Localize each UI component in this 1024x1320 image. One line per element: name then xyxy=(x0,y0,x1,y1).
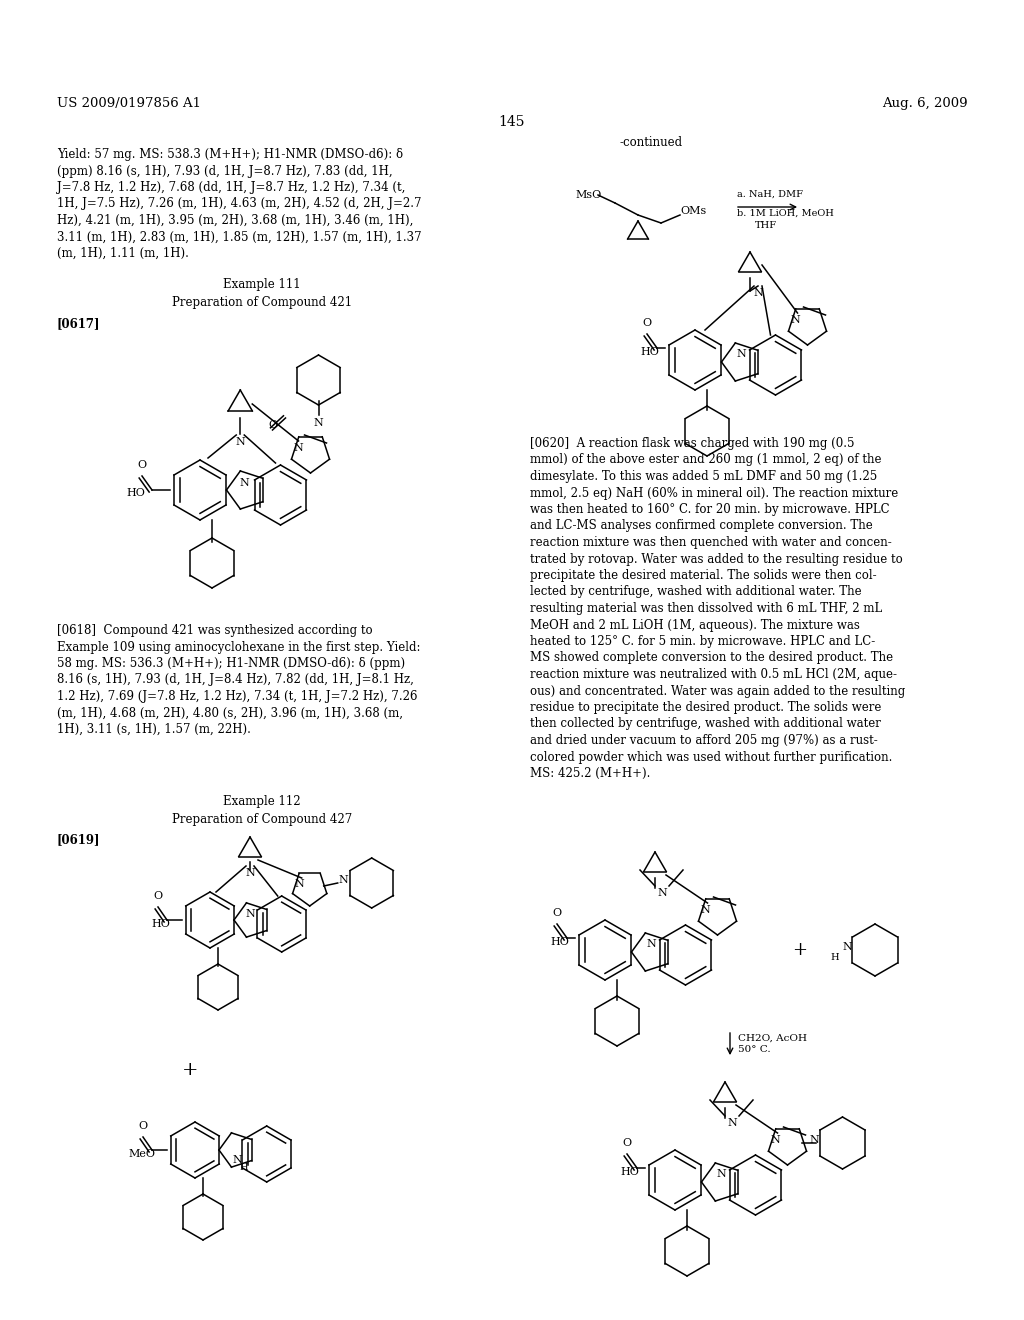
Text: +: + xyxy=(793,941,808,960)
Text: N: N xyxy=(294,444,303,453)
Text: N: N xyxy=(646,939,656,949)
Text: N: N xyxy=(727,1118,737,1129)
Text: O: O xyxy=(138,1121,147,1131)
Text: O: O xyxy=(268,420,278,430)
Text: O: O xyxy=(642,318,651,327)
Text: Aug. 6, 2009: Aug. 6, 2009 xyxy=(883,96,968,110)
Text: Example 111: Example 111 xyxy=(223,279,301,290)
Text: N: N xyxy=(810,1135,819,1144)
Text: 145: 145 xyxy=(499,115,525,129)
Text: N: N xyxy=(842,942,852,952)
Text: [0620]  A reaction flask was charged with 190 mg (0.5
mmol) of the above ester a: [0620] A reaction flask was charged with… xyxy=(530,437,905,780)
Text: N: N xyxy=(753,288,763,298)
Text: THF: THF xyxy=(755,220,777,230)
Text: +: + xyxy=(181,1061,199,1078)
Text: HO: HO xyxy=(621,1167,639,1177)
Text: CH2O, AcOH: CH2O, AcOH xyxy=(738,1034,807,1043)
Text: Preparation of Compound 421: Preparation of Compound 421 xyxy=(172,296,352,309)
Text: 50° C.: 50° C. xyxy=(738,1045,771,1055)
Text: O: O xyxy=(552,908,561,917)
Text: N: N xyxy=(240,478,250,488)
Text: N: N xyxy=(232,1155,242,1166)
Text: MsO: MsO xyxy=(575,190,601,201)
Text: N: N xyxy=(313,418,324,428)
Text: N: N xyxy=(236,437,245,447)
Text: N: N xyxy=(717,1170,726,1179)
Text: N: N xyxy=(245,869,255,878)
Text: H: H xyxy=(240,1163,248,1172)
Text: H: H xyxy=(830,953,840,961)
Text: Preparation of Compound 427: Preparation of Compound 427 xyxy=(172,813,352,826)
Text: Yield: 57 mg. MS: 538.3 (M+H+); H1-NMR (DMSO-d6): δ
(ppm) 8.16 (s, 1H), 7.93 (d,: Yield: 57 mg. MS: 538.3 (M+H+); H1-NMR (… xyxy=(57,148,422,260)
Text: N: N xyxy=(791,315,801,325)
Text: [0618]  Compound 421 was synthesized according to
Example 109 using aminocyclohe: [0618] Compound 421 was synthesized acco… xyxy=(57,624,421,737)
Text: HO: HO xyxy=(152,919,170,929)
Text: a. NaH, DMF: a. NaH, DMF xyxy=(737,190,803,199)
Text: [0617]: [0617] xyxy=(57,317,100,330)
Text: N: N xyxy=(339,875,348,884)
Text: MeO: MeO xyxy=(128,1148,155,1159)
Text: N: N xyxy=(736,348,746,359)
Text: O: O xyxy=(137,459,146,470)
Text: HO: HO xyxy=(640,347,659,356)
Text: [0619]: [0619] xyxy=(57,833,100,846)
Text: b. 1M LiOH, MeOH: b. 1M LiOH, MeOH xyxy=(737,209,834,218)
Text: N: N xyxy=(657,888,667,898)
Text: N: N xyxy=(700,906,711,915)
Text: O: O xyxy=(154,891,163,902)
Text: -continued: -continued xyxy=(620,136,683,149)
Text: OMs: OMs xyxy=(680,206,707,216)
Text: HO: HO xyxy=(550,937,569,946)
Text: O: O xyxy=(623,1138,632,1148)
Text: N: N xyxy=(295,879,304,888)
Text: US 2009/0197856 A1: US 2009/0197856 A1 xyxy=(57,96,201,110)
Text: N: N xyxy=(771,1135,780,1144)
Text: HO: HO xyxy=(126,488,145,498)
Text: N: N xyxy=(245,909,255,919)
Text: Example 112: Example 112 xyxy=(223,795,301,808)
